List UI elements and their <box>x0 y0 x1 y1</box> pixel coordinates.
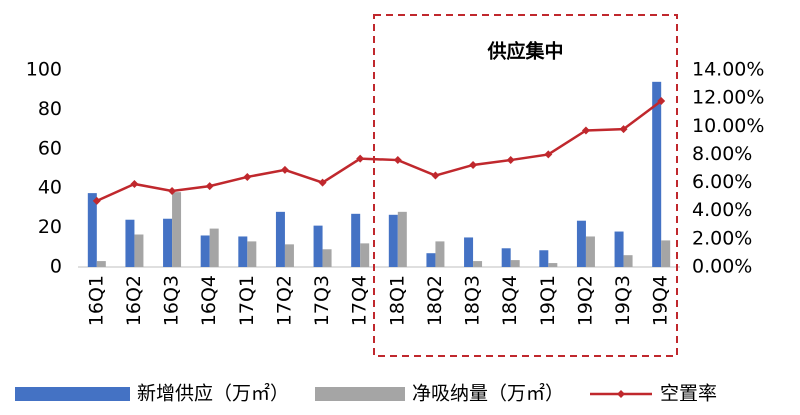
bar <box>473 261 483 267</box>
marker <box>619 125 628 134</box>
x-tick-label: 17Q2 <box>273 275 295 326</box>
x-tick-label: 16Q4 <box>198 275 220 326</box>
bar <box>247 241 257 267</box>
x-tick-label: 18Q4 <box>499 275 521 326</box>
marker <box>657 96 666 105</box>
bar <box>351 213 361 267</box>
annotation: 供应集中 <box>486 40 563 63</box>
x-tick-label: 17Q4 <box>349 275 371 326</box>
marker <box>280 165 289 174</box>
bar <box>163 218 173 267</box>
bar <box>96 261 106 267</box>
y-tick-label: 40 <box>38 177 62 199</box>
y2-tick-label: 14.00% <box>692 59 764 81</box>
bar <box>322 249 332 267</box>
bar <box>614 231 624 267</box>
bar <box>125 219 135 267</box>
marker <box>243 172 252 181</box>
marker <box>581 126 590 135</box>
bar <box>652 81 662 267</box>
bar <box>501 248 511 267</box>
marker <box>544 150 553 159</box>
y-tick-label: 60 <box>38 137 62 159</box>
y-tick-label: 20 <box>38 216 62 238</box>
bar <box>87 193 97 267</box>
marker <box>168 187 177 196</box>
bar <box>238 236 248 267</box>
marker <box>356 154 365 163</box>
bar <box>284 244 294 267</box>
bar <box>548 263 558 267</box>
bar <box>510 260 520 267</box>
x-tick-label: 17Q3 <box>311 275 333 326</box>
y-tick-label: 100 <box>26 59 62 81</box>
bar <box>585 236 595 267</box>
y2-tick-label: 6.00% <box>692 171 752 193</box>
y2-tick-label: 2.00% <box>692 227 752 249</box>
legend-label: 空置率 <box>660 383 717 405</box>
x-tick-label: 19Q3 <box>612 275 634 326</box>
legend-label: 新增供应（万㎡） <box>137 382 289 405</box>
bar <box>576 220 586 267</box>
y2-tick-label: 8.00% <box>692 143 752 165</box>
marker <box>130 179 139 188</box>
bar <box>623 255 633 267</box>
legend-marker <box>617 390 625 398</box>
marker <box>469 160 478 169</box>
legend-swatch <box>315 387 405 401</box>
line <box>96 99 662 203</box>
bar <box>464 237 474 267</box>
marker <box>393 156 402 165</box>
bar <box>200 235 210 267</box>
y2-tick-label: 4.00% <box>692 199 752 221</box>
bar <box>313 225 323 267</box>
marker <box>506 156 515 165</box>
bar <box>275 211 285 267</box>
x-tick-label: 16Q3 <box>161 275 183 326</box>
marker <box>431 171 440 180</box>
legend-label: 净吸纳量（万㎡） <box>412 382 564 405</box>
x-tick-label: 16Q1 <box>85 275 107 326</box>
x-tick-label: 18Q3 <box>462 275 484 326</box>
x-tick-label: 18Q2 <box>424 275 446 326</box>
x-tick-label: 19Q2 <box>574 275 596 326</box>
x-tick-label: 19Q4 <box>650 275 672 326</box>
bar <box>360 243 370 267</box>
marker <box>92 196 101 205</box>
bar <box>435 241 445 267</box>
bar <box>426 253 436 267</box>
bar <box>134 234 144 267</box>
y2-tick-label: 0.00% <box>692 256 752 278</box>
x-tick-label: 19Q1 <box>537 275 559 326</box>
legend-swatch <box>15 387 130 401</box>
bar <box>661 240 671 267</box>
x-tick-label: 16Q2 <box>123 275 145 326</box>
bar <box>539 250 549 267</box>
y-tick-label: 80 <box>38 98 62 120</box>
y-tick-label: 0 <box>50 256 62 278</box>
x-tick-label: 18Q1 <box>386 275 408 326</box>
y2-tick-label: 12.00% <box>692 87 764 109</box>
highlight-box <box>373 14 678 357</box>
y2-tick-label: 10.00% <box>692 115 764 137</box>
bar <box>397 211 407 267</box>
marker <box>205 182 214 191</box>
x-tick-label: 17Q1 <box>236 275 258 326</box>
bar <box>388 214 398 267</box>
bar <box>172 192 182 267</box>
marker <box>318 178 327 187</box>
bar <box>209 228 219 267</box>
